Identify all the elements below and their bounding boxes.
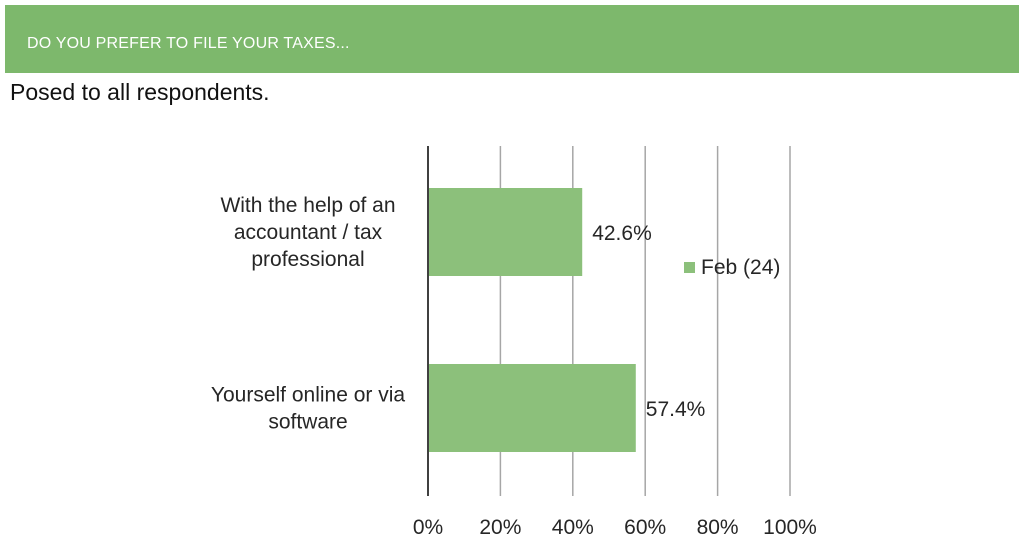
data-label: 42.6% [592,222,652,245]
x-tick-label: 60% [624,516,666,539]
legend-label: Feb (24) [701,256,780,279]
category-label: Yourself online or via software [211,384,405,434]
x-tick-label: 100% [763,516,817,539]
x-tick-label: 40% [552,516,594,539]
legend-swatch [684,262,695,273]
question-header: DO YOU PREFER TO FILE YOUR TAXES... [5,5,1019,73]
x-tick-label: 0% [413,516,443,539]
question-title: DO YOU PREFER TO FILE YOUR TAXES... [27,35,350,52]
category-label: With the help of an accountant / tax profe… [220,194,395,271]
bar [428,364,636,452]
x-tick-label: 80% [697,516,739,539]
data-label: 57.4% [646,398,706,421]
bar [428,188,583,276]
respondents-note: Posed to all respondents. [10,79,270,105]
x-tick-label: 20% [479,516,521,539]
